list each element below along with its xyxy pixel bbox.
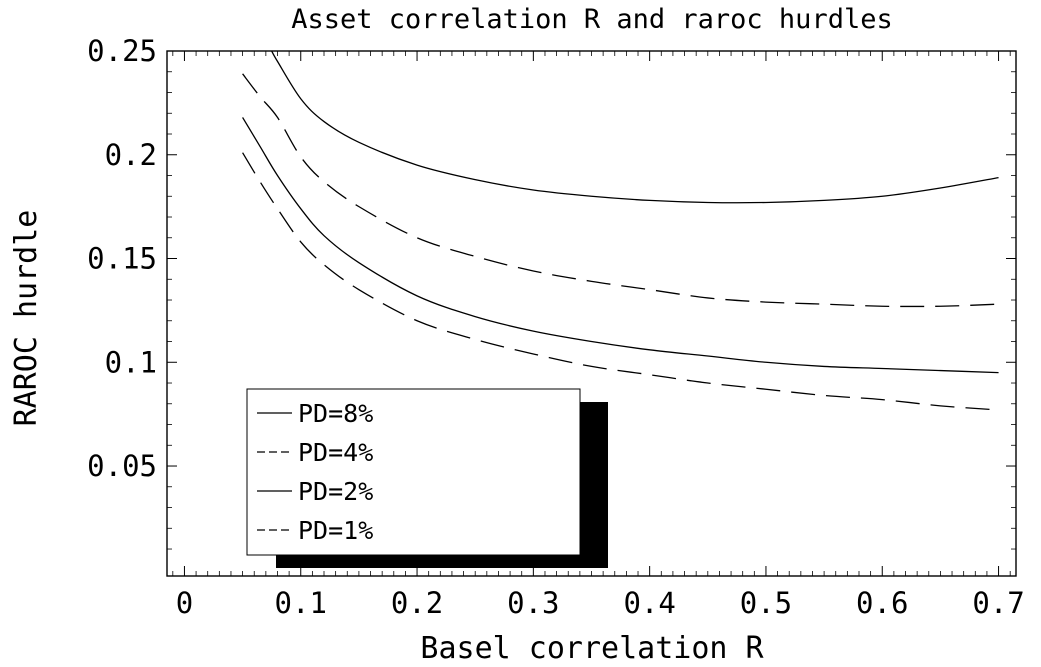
- chart-title: Asset correlation R and raroc hurdles: [291, 4, 892, 35]
- series-line-pd-4-: [242, 73, 999, 308]
- x-tick-label: 0.2: [391, 586, 443, 620]
- x-tick-label: 0.5: [740, 586, 792, 620]
- legend-label: PD=2%: [298, 477, 373, 506]
- legend-label: PD=1%: [298, 516, 373, 545]
- legend-label: PD=8%: [298, 399, 373, 428]
- x-tick-label: 0.6: [856, 586, 908, 620]
- y-tick-label: 0.05: [87, 449, 157, 483]
- x-axis-label: Basel correlation R: [420, 631, 764, 666]
- x-tick-label: 0.4: [623, 586, 675, 620]
- y-axis-label: RAROC hurdle: [9, 210, 44, 427]
- axis-ticks: 0 0.1 0.2 0.3 0.4 0.5 0.6 0.7 0.05 0.1 0.15 0.2 0.25: [87, 34, 1025, 620]
- x-tick-label: 0.3: [507, 586, 559, 620]
- series-line-pd-8-: [271, 50, 999, 204]
- legend-box: [246, 388, 581, 556]
- series-line-pd-1-: [242, 152, 999, 411]
- y-tick-label: 0.2: [105, 138, 157, 172]
- x-tick-label: 0: [176, 586, 193, 620]
- y-tick-label: 0.1: [105, 345, 157, 379]
- legend-label: PD=4%: [298, 438, 373, 467]
- series-lines: [242, 50, 999, 411]
- y-tick-label: 0.25: [87, 34, 157, 68]
- x-tick-label: 0.7: [972, 586, 1024, 620]
- series-line-pd-2-: [242, 117, 999, 374]
- x-tick-label: 0.1: [275, 586, 327, 620]
- y-tick-label: 0.15: [87, 242, 157, 276]
- legend: PD=8% PD=4% PD=2% PD=1%: [246, 388, 608, 568]
